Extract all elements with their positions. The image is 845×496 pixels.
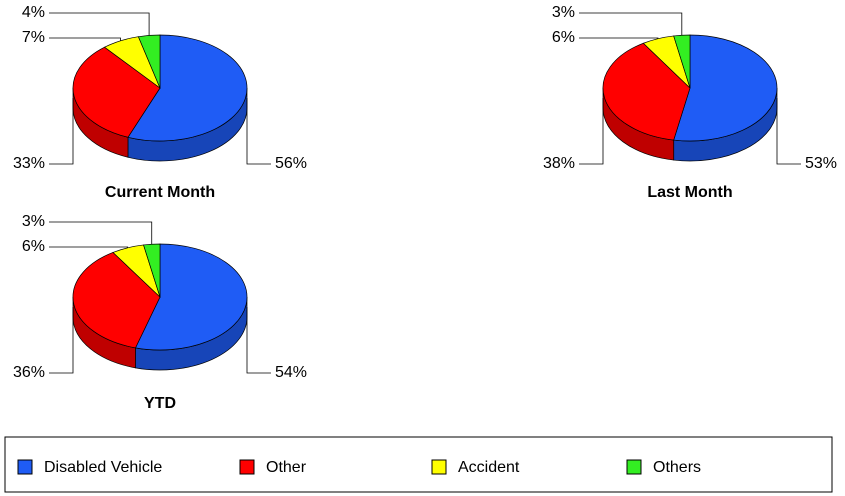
leader-line: [49, 12, 150, 36]
pie-slice: [72, 252, 161, 349]
pie-slice: [72, 46, 161, 138]
legend-label: Disabled Vehicle: [44, 459, 162, 476]
legend-swatch: [626, 459, 642, 475]
data-label: 4%: [22, 4, 45, 21]
data-label: 33%: [13, 155, 45, 172]
leader-line: [579, 37, 659, 39]
pie-slice: [673, 34, 778, 142]
legend-swatch: [431, 459, 447, 475]
data-label: 53%: [805, 155, 837, 172]
leader-line: [579, 12, 683, 36]
leader-line: [49, 221, 153, 245]
data-label: 3%: [552, 4, 575, 21]
leader-line: [776, 98, 801, 165]
chart-title: Last Month: [647, 184, 732, 201]
data-label: 56%: [275, 155, 307, 172]
data-label: 3%: [22, 213, 45, 230]
pie-slice: [134, 243, 248, 351]
chart-title: Current Month: [105, 184, 215, 201]
leader-line: [246, 307, 271, 374]
data-label: 7%: [22, 29, 45, 46]
data-label: 6%: [22, 238, 45, 255]
pie-slice: [127, 34, 248, 142]
chart-title: YTD: [144, 395, 176, 412]
legend-label: Others: [653, 459, 701, 476]
legend-swatch: [17, 459, 33, 475]
data-label: 54%: [275, 364, 307, 381]
data-label: 6%: [552, 29, 575, 46]
legend-label: Other: [266, 459, 307, 476]
data-label: 38%: [543, 155, 575, 172]
legend-box: [4, 436, 833, 493]
pie-slice: [673, 34, 691, 89]
legend-label: Accident: [458, 459, 520, 476]
leader-line: [49, 37, 121, 41]
legend-swatch: [239, 459, 255, 475]
leader-line: [49, 98, 74, 165]
pie-slice: [137, 34, 161, 89]
leader-line: [49, 246, 129, 248]
leader-line: [246, 98, 271, 165]
leader-line: [49, 307, 74, 374]
data-label: 36%: [13, 364, 45, 381]
pie-slice: [143, 243, 161, 298]
leader-line: [579, 98, 604, 165]
